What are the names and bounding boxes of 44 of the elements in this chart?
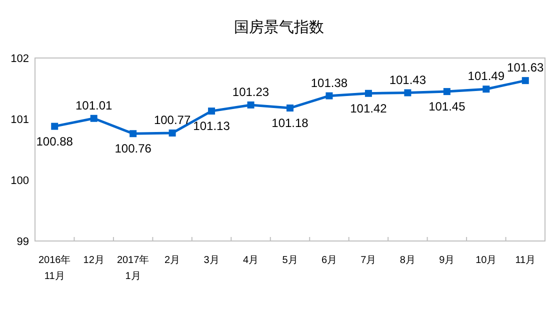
point — [168, 130, 176, 137]
data-label: 101.42 — [350, 101, 388, 116]
x-tick-label: 7月 — [360, 255, 376, 266]
data-label: 101.13 — [193, 119, 230, 134]
point — [482, 86, 490, 93]
point — [404, 89, 412, 96]
x-tick-label: 5月 — [282, 255, 298, 266]
x-tick-label: 2016年 11月 — [38, 254, 71, 282]
point — [326, 92, 333, 100]
x-tick-label: 10月 — [476, 255, 497, 266]
point — [443, 88, 450, 96]
x-tick-label: 6月 — [321, 255, 338, 266]
x-tick-label: 2月 — [164, 255, 180, 266]
data-label: 100.88 — [36, 134, 74, 148]
point — [130, 130, 137, 138]
data-label: 101.63 — [507, 60, 544, 75]
data-label: 101.38 — [310, 76, 348, 90]
data-label: 100.76 — [114, 142, 152, 156]
x-tick-label: 3月 — [204, 255, 220, 266]
data-label: 101.23 — [232, 84, 270, 99]
x-tick-label: 11月 — [515, 255, 536, 266]
data-label: 101.01 — [75, 98, 113, 112]
data-label: 101.49 — [468, 69, 505, 84]
x-tick-label: 12月 — [83, 255, 104, 266]
data-label: 101.18 — [272, 116, 309, 130]
chart-title: 国房景气指数 — [234, 19, 324, 36]
y-tick-label: 99 — [16, 236, 29, 248]
x-tick-label: 4月 — [242, 255, 259, 266]
point — [247, 101, 254, 108]
point — [286, 104, 294, 112]
point — [522, 77, 529, 84]
x-tick-label: 9月 — [439, 255, 455, 266]
data-label: 101.43 — [389, 72, 426, 87]
x-tick-label: 8月 — [400, 255, 416, 266]
point — [51, 122, 58, 130]
data-label: 101.45 — [428, 100, 466, 114]
point — [364, 90, 372, 97]
point — [208, 108, 216, 115]
y-tick-label: 101 — [10, 114, 29, 126]
y-tick-label: 102 — [10, 53, 29, 65]
point — [90, 114, 98, 122]
data-label: 100.77 — [154, 113, 191, 128]
y-tick-label: 100 — [10, 175, 29, 187]
x-tick-label: 2017年 1月 — [116, 254, 150, 282]
